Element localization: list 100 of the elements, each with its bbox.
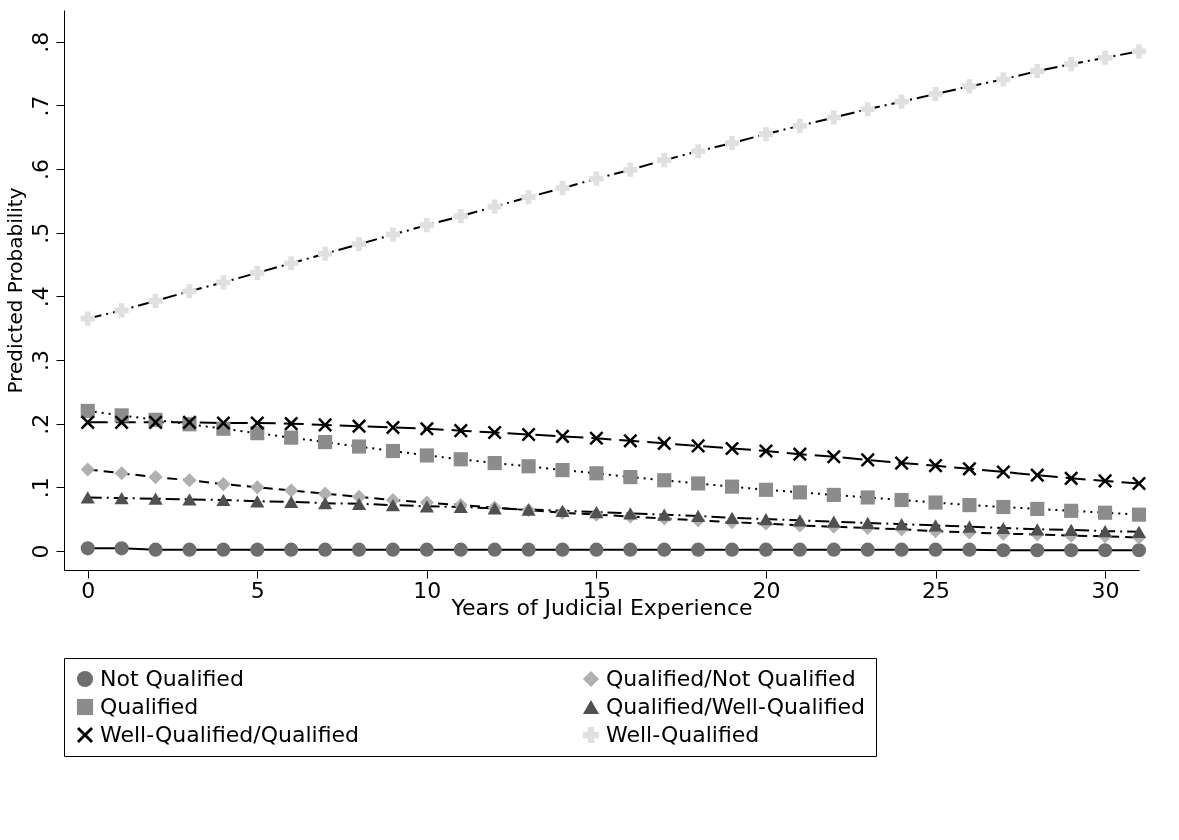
point <box>487 199 502 214</box>
point <box>250 495 265 508</box>
point <box>928 86 943 102</box>
point <box>589 542 604 557</box>
point <box>691 438 706 453</box>
point <box>114 415 129 430</box>
point <box>487 542 502 557</box>
point <box>318 435 333 450</box>
point <box>691 542 706 557</box>
point <box>1030 543 1045 558</box>
point <box>623 470 638 485</box>
point <box>894 492 909 508</box>
point <box>1131 543 1147 558</box>
point <box>521 459 536 474</box>
point <box>182 284 197 299</box>
point <box>1030 501 1045 516</box>
point <box>453 423 468 438</box>
point <box>555 463 570 478</box>
point <box>521 190 536 205</box>
y-tick-label: 0 <box>27 544 53 559</box>
point <box>996 464 1011 480</box>
point <box>724 479 740 494</box>
point <box>826 449 841 464</box>
x-tick-label: 5 <box>250 577 265 603</box>
point <box>148 470 163 485</box>
point <box>962 79 977 94</box>
legend-label: Qualified <box>100 694 199 719</box>
point <box>691 144 706 159</box>
point <box>962 498 977 513</box>
y-tick-label: .3 <box>27 350 53 371</box>
point <box>962 542 977 557</box>
point <box>148 492 163 505</box>
point <box>453 452 468 467</box>
point <box>318 542 333 557</box>
x-tick-label: 25 <box>922 577 951 603</box>
point <box>453 209 468 224</box>
point <box>1064 503 1079 518</box>
point <box>148 542 163 557</box>
point <box>623 433 638 448</box>
point <box>182 493 197 506</box>
point <box>284 430 299 445</box>
point <box>1098 50 1113 65</box>
point <box>80 403 95 418</box>
point <box>894 542 909 557</box>
legend-label: Qualified/Not Qualified <box>606 666 856 691</box>
point <box>623 162 638 177</box>
point <box>826 110 841 125</box>
point <box>385 498 401 512</box>
point <box>385 420 401 435</box>
point <box>80 415 95 430</box>
point <box>758 542 774 557</box>
point <box>80 462 95 477</box>
point <box>114 466 129 481</box>
point <box>318 497 333 510</box>
point <box>284 542 299 557</box>
point <box>691 509 706 523</box>
point <box>792 118 807 133</box>
x-tick-label: 20 <box>752 577 781 603</box>
point <box>894 456 909 471</box>
point <box>419 448 434 463</box>
point <box>623 507 638 520</box>
point <box>860 102 875 117</box>
point <box>589 466 604 481</box>
point <box>1030 468 1045 483</box>
point <box>1064 471 1079 486</box>
point <box>657 542 672 557</box>
point <box>1064 543 1079 558</box>
point <box>792 514 807 527</box>
point <box>691 476 706 491</box>
point <box>182 473 197 488</box>
y-tick-label: .7 <box>27 95 53 117</box>
point <box>419 218 434 233</box>
point <box>1030 523 1045 536</box>
legend-label: Well-Qualified/Qualified <box>100 722 360 747</box>
point <box>758 127 774 142</box>
point <box>1131 507 1147 522</box>
point <box>284 256 299 271</box>
point <box>1064 523 1079 537</box>
point <box>385 542 401 557</box>
point <box>453 542 468 557</box>
point <box>1131 525 1147 538</box>
point <box>792 542 807 557</box>
x-tick-label: 10 <box>413 577 442 603</box>
point <box>928 519 943 532</box>
point <box>724 511 740 524</box>
point <box>724 135 740 151</box>
point <box>216 542 231 557</box>
point <box>216 493 231 507</box>
point <box>826 542 841 557</box>
point <box>860 452 875 467</box>
point <box>351 439 367 454</box>
x-tick-label: 0 <box>81 577 96 603</box>
point <box>860 516 875 530</box>
point <box>928 495 943 510</box>
point <box>792 447 807 462</box>
point <box>860 542 875 557</box>
point <box>250 542 265 557</box>
point <box>1098 543 1113 558</box>
legend-label: Qualified/Well-Qualified <box>606 694 866 719</box>
point <box>385 443 401 459</box>
